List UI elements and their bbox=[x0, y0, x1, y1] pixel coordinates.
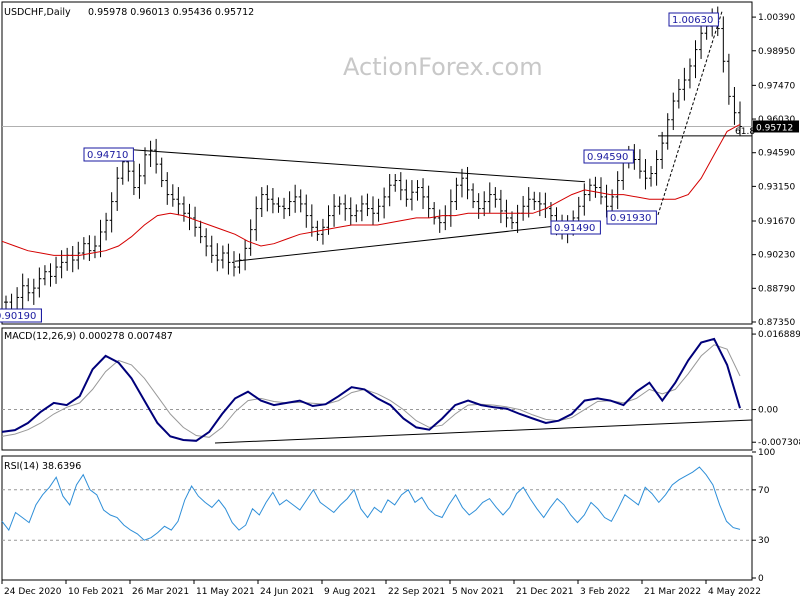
x-tick-label: 3 Feb 2022 bbox=[580, 587, 630, 597]
x-tick-label: 26 Mar 2021 bbox=[132, 587, 189, 597]
x-tick-label: 21 Mar 2022 bbox=[644, 587, 701, 597]
rsi-tick-label: 100 bbox=[758, 448, 775, 458]
price-annotation-label: 0.90190 bbox=[0, 311, 36, 322]
price-annotation-box bbox=[0, 308, 42, 323]
x-tick-label: 4 May 2022 bbox=[708, 587, 761, 597]
rsi-tick-label: 30 bbox=[758, 536, 770, 546]
x-tick-label: 22 Sep 2021 bbox=[388, 587, 445, 597]
rsi-tick-label: 0 bbox=[758, 574, 764, 584]
current-price-label: 0.95712 bbox=[756, 123, 793, 133]
macd-tick-label: 0.016889 bbox=[758, 330, 800, 340]
rsi-tick-label: 70 bbox=[758, 486, 770, 496]
macd-trendline bbox=[214, 419, 753, 444]
price-tick-label: 0.94590 bbox=[758, 149, 795, 159]
price-tick-label: 0.88790 bbox=[758, 284, 795, 294]
x-tick-label: 21 Dec 2021 bbox=[516, 587, 574, 597]
lower-trendline bbox=[234, 222, 586, 262]
price-tick-label: 0.97470 bbox=[758, 81, 795, 91]
panel-frame bbox=[1, 327, 753, 451]
macd-tick-label: -0.007308 bbox=[758, 438, 800, 448]
rsi-label: RSI(14) 38.6396 bbox=[4, 461, 81, 472]
moving-average-line bbox=[1, 123, 741, 256]
price-tick-label: 0.98950 bbox=[758, 47, 795, 57]
price-annotation-box bbox=[83, 147, 134, 162]
price-annotation-label: 1.00630 bbox=[672, 15, 713, 26]
x-tick-label: 10 Feb 2021 bbox=[68, 587, 124, 597]
x-tick-label: 5 Nov 2021 bbox=[452, 587, 504, 597]
price-tick-label: 0.91670 bbox=[758, 217, 795, 227]
price-annotation-box bbox=[583, 149, 634, 164]
rsi-line bbox=[1, 466, 741, 541]
watermark-text: ActionForex.com bbox=[343, 53, 543, 81]
x-tick-label: 9 Aug 2021 bbox=[324, 587, 376, 597]
macd-signal-line bbox=[1, 344, 741, 438]
macd-label: MACD(12,26,9) 0.000278 0.007487 bbox=[4, 331, 173, 342]
macd-tick-label: 0.00 bbox=[758, 406, 778, 416]
price-tick-label: 0.93150 bbox=[758, 182, 795, 192]
x-tick-label: 24 Dec 2020 bbox=[4, 587, 62, 597]
macd-line bbox=[1, 337, 741, 442]
current-price-tag bbox=[753, 120, 799, 133]
x-tick-label: 24 Jun 2021 bbox=[260, 587, 314, 597]
price-tick-label: 0.96030 bbox=[758, 115, 795, 125]
x-tick-label: 11 May 2021 bbox=[196, 587, 255, 597]
price-tick-label: 1.00390 bbox=[758, 13, 795, 23]
panel-frame bbox=[1, 455, 753, 581]
fib-level-label: 61.8 bbox=[735, 127, 755, 137]
price-annotation-label: 0.94590 bbox=[587, 152, 628, 163]
panel-frame bbox=[1, 1, 753, 325]
rally-dashed-line bbox=[657, 11, 723, 216]
upper-trendline bbox=[133, 149, 586, 183]
price-annotation-label: 0.94710 bbox=[87, 150, 128, 161]
price-annotation-label: 0.91490 bbox=[554, 223, 595, 234]
price-annotation-box bbox=[606, 210, 657, 225]
price-annotation-box bbox=[668, 12, 719, 27]
price-tick-label: 0.87350 bbox=[758, 318, 795, 328]
ohlc-label: 0.95978 0.96013 0.95436 0.95712 bbox=[88, 7, 254, 18]
price-tick-label: 0.90230 bbox=[758, 251, 795, 261]
symbol-label: USDCHF,Daily bbox=[4, 7, 71, 18]
price-annotation-label: 0.91930 bbox=[610, 213, 651, 224]
price-annotation-box bbox=[550, 220, 601, 235]
